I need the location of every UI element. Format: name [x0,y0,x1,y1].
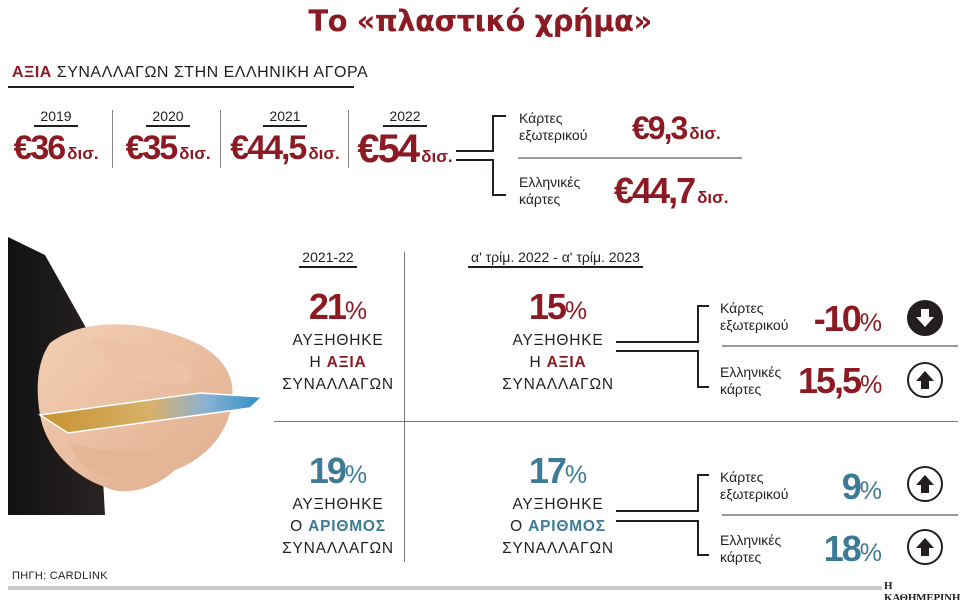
bracket-line [697,386,709,388]
breakdown-label-greek: Ελληνικές κάρτες [720,532,782,565]
publisher-brand: Η ΚΑΘΗΜΕΡΙΝΗ [884,580,960,600]
year-label: 2019 [34,108,78,127]
up-arrow-icon [907,529,943,565]
bracket-line [616,350,698,352]
breakdown-label-greek: Ελληνικές κάρτες [720,364,782,397]
bracket-line [697,305,699,343]
column-divider [348,110,349,168]
bracket-line [697,520,699,556]
bracket-line [697,474,709,476]
breakdown-percent: 9% [841,466,882,507]
bracket-line [697,305,709,307]
breakdown-divider [518,157,742,159]
breakdown-percent: 18% [823,528,882,569]
source-note: ΠΗΓΗ: CARDLINK [12,570,108,582]
breakdown-divider [722,514,958,516]
breakdown-label-greek: Ελληνικές κάρτες [519,174,581,207]
bracket-line [456,150,492,152]
annual-value-growth: 21% ΑΥΞΗΘΗΚΕ Η ΑΞΙΑ ΣΥΝΑΛΛΑΓΩΝ [280,288,396,396]
bracket-line [456,159,492,161]
grid-horizontal-divider [274,421,958,422]
heading-highlight: ΑΞΙΑ [12,64,52,81]
quarter-value-growth: 15% ΑΥΞΗΘΗΚΕ Η ΑΞΙΑ ΣΥΝΑΛΛΑΓΩΝ [500,288,616,396]
year-value: €44,5 δισ. [230,129,340,167]
bracket-line [697,474,699,512]
heading-rule [8,86,354,88]
bracket-line [616,341,698,343]
value-section-heading: ΑΞΙΑ ΣΥΝΑΛΛΑΓΩΝ ΣΤΗΝ ΕΛΛΗΝΙΚΗ ΑΓΟΡΑ [12,64,368,82]
up-arrow-icon [907,362,943,398]
year-label: 2021 [263,108,307,127]
year-label: 2022 [383,108,427,127]
up-arrow-icon [907,466,943,502]
growth-percent: 17% [528,450,588,491]
year-value: €36 δισ. [13,129,99,167]
bracket-line [697,554,709,556]
growth-percent: 15% [528,286,588,327]
period-label-annual: 2021-22 [296,249,360,268]
year-col-2022: 2022 €54 δισ. [354,108,456,172]
column-divider [112,110,113,168]
breakdown-percent: 15,5% [798,360,883,401]
year-col-2021: 2021 €44,5 δισ. [226,108,344,168]
bracket-line [616,510,698,512]
year-col-2020: 2020 €35 δισ. [120,108,216,168]
footer-bar [8,586,882,590]
column-divider [220,110,221,168]
heading-rest: ΣΥΝΑΛΛΑΓΩΝ ΣΤΗΝ ΕΛΛΗΝΙΚΗ ΑΓΟΡΑ [51,64,369,81]
bracket-line [616,520,698,522]
breakdown-label-foreign: Κάρτες εξωτερικού [720,469,789,502]
year-label: 2020 [146,108,190,127]
growth-percent: 21% [308,286,368,327]
breakdown-label-foreign: Κάρτες εξωτερικού [519,110,588,143]
growth-percent: 19% [308,450,368,491]
year-col-2019: 2019 €36 δισ. [8,108,104,168]
bracket-line [492,159,494,196]
quarter-count-growth: 17% ΑΥΞΗΘΗΚΕ Ο ΑΡΙΘΜΟΣ ΣΥΝΑΛΛΑΓΩΝ [500,452,616,560]
bracket-line [492,115,506,117]
breakdown-percent: -10% [813,298,882,339]
breakdown-label-foreign: Κάρτες εξωτερικού [720,300,789,333]
down-arrow-icon [907,300,943,336]
hand-holding-card-illustration [0,225,280,525]
breakdown-value-foreign: €9,3 δισ. [632,110,721,146]
year-value: €35 δισ. [125,129,211,167]
grid-vertical-divider [404,252,405,562]
infographic-title: Το «πλαστικό χρήμα» [308,4,652,38]
bracket-line [492,194,506,196]
breakdown-value-greek: €44,7 δισ. [614,170,729,211]
annual-count-growth: 19% ΑΥΞΗΘΗΚΕ Ο ΑΡΙΘΜΟΣ ΣΥΝΑΛΛΑΓΩΝ [280,452,396,560]
bracket-line [697,350,699,388]
year-value: €54 δισ. [357,127,453,171]
period-label-quarter: α' τρίμ. 2022 - α' τρίμ. 2023 [468,249,643,268]
bracket-line [492,115,494,152]
breakdown-divider [722,345,958,347]
